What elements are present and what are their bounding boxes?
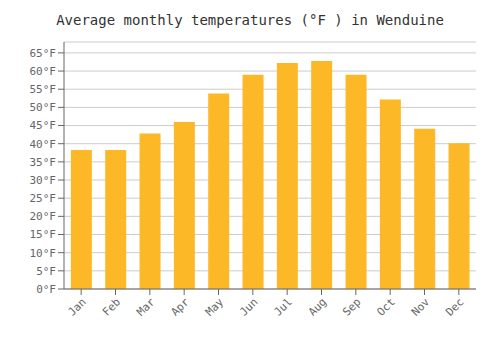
svg-text:Nov: Nov (409, 295, 433, 319)
svg-text:15°F: 15°F (30, 228, 57, 241)
svg-text:Jul: Jul (272, 295, 295, 318)
svg-text:5°F: 5°F (36, 265, 56, 278)
svg-text:May: May (203, 295, 227, 319)
svg-text:Dec: Dec (443, 295, 466, 318)
svg-text:Jan: Jan (66, 295, 89, 318)
svg-text:Mar: Mar (134, 295, 158, 319)
svg-text:20°F: 20°F (30, 210, 57, 223)
svg-text:35°F: 35°F (30, 156, 57, 169)
svg-text:10°F: 10°F (30, 247, 57, 260)
svg-text:Apr: Apr (169, 295, 193, 319)
svg-text:Jun: Jun (237, 295, 260, 318)
svg-text:25°F: 25°F (30, 192, 57, 205)
svg-text:40°F: 40°F (30, 138, 57, 151)
html-text:Average monthly temperatures (: Average monthly temperatures (°F ) in We… (56, 12, 444, 28)
svg-text:Aug: Aug (306, 295, 329, 318)
svg-text:Sep: Sep (340, 295, 363, 318)
svg-text:Feb: Feb (100, 295, 123, 318)
svg-text:50°F: 50°F (30, 101, 57, 114)
svg-text:45°F: 45°F (30, 119, 57, 132)
svg-text:30°F: 30°F (30, 174, 57, 187)
svg-text:65°F: 65°F (30, 47, 57, 60)
svg-text:Oct: Oct (375, 295, 398, 318)
svg-text:0°F: 0°F (36, 283, 56, 296)
svg-text:55°F: 55°F (30, 83, 57, 96)
svg-text:60°F: 60°F (30, 65, 57, 78)
